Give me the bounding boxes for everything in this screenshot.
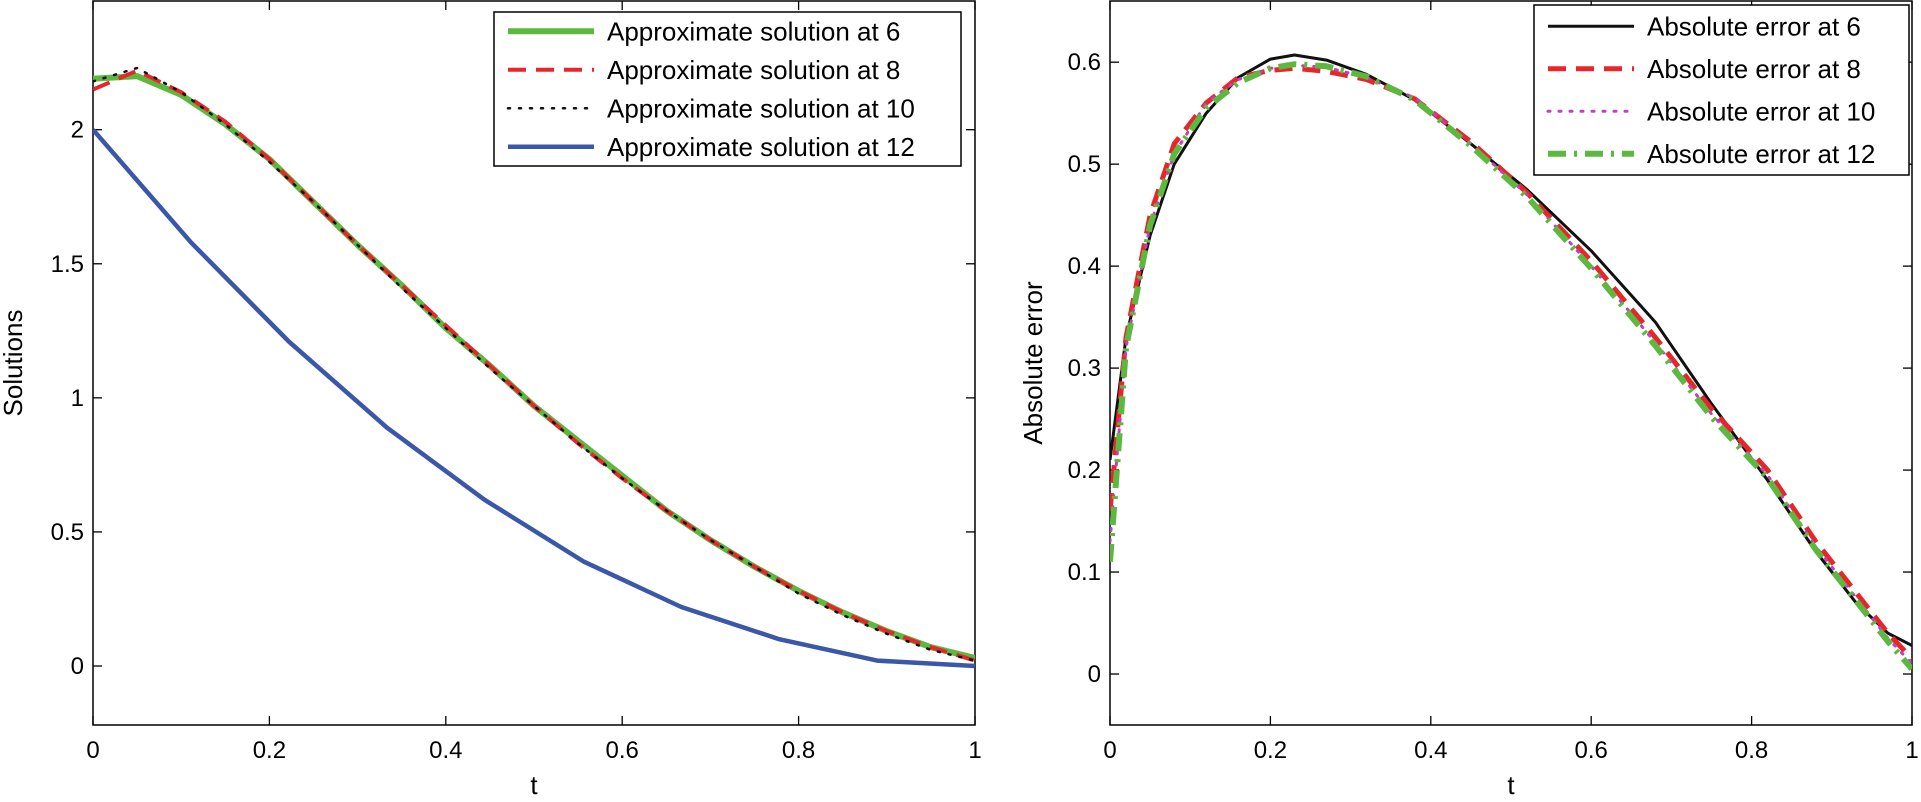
y-tick-label: 0 — [1088, 661, 1101, 688]
y-tick-label: 0.1 — [1068, 559, 1101, 586]
x-tick-label: 0.4 — [1414, 737, 1447, 764]
x-tick-label: 1 — [968, 737, 981, 764]
series-line-3 — [93, 66, 975, 662]
series-group — [93, 66, 975, 669]
y-tick-label: 1.5 — [51, 251, 84, 278]
y-tick-label: 0.2 — [1068, 457, 1101, 484]
y-tick-label: 1 — [71, 385, 84, 412]
legend-label-2: Approximate solution at 8 — [607, 55, 900, 85]
y-tick-label: 0.5 — [51, 519, 84, 546]
legend-label-3: Absolute error at 10 — [1647, 96, 1875, 126]
y-axis-label: Absolute error — [1018, 281, 1048, 445]
absolute-error-chart: 0 0.2 0.4 0.6 0.8 1 0 0.1 0.2 0.3 0.4 0.5 0.6 t Absolu… — [1018, 0, 1919, 800]
y-tick-label: 0.3 — [1068, 355, 1101, 382]
x-axis-label: t — [530, 770, 538, 800]
x-tick-label: 0.6 — [606, 737, 639, 764]
legend-label-1: Approximate solution at 6 — [607, 16, 900, 46]
plot-frame — [92, 0, 976, 726]
plot-frame — [1109, 0, 1913, 726]
series-line-2 — [1110, 65, 1912, 661]
legend-box — [493, 11, 962, 167]
legend: Absolute error at 6 Absolute error at 8 Ab… — [1533, 4, 1910, 176]
legend: Approximate solution at 6 Approximate sol… — [493, 11, 962, 167]
legend-label-4: Absolute error at 12 — [1647, 139, 1875, 169]
x-tick-label: 0 — [86, 737, 99, 764]
legend-label-2: Absolute error at 8 — [1647, 54, 1861, 84]
legend-label-1: Absolute error at 6 — [1647, 11, 1861, 41]
y-tick-label: 2 — [71, 117, 84, 144]
y-tick-label: 0.4 — [1068, 253, 1101, 280]
x-tick-label: 0.4 — [429, 737, 462, 764]
legend-label-4: Approximate solution at 12 — [607, 132, 915, 162]
x-axis-label: t — [1507, 770, 1515, 800]
series-line-4 — [1110, 61, 1912, 671]
legend-box — [1533, 4, 1910, 176]
legend-label-3: Approximate solution at 10 — [607, 93, 915, 123]
x-tick-label: 0.8 — [782, 737, 815, 764]
x-tick-label: 0.2 — [1254, 737, 1287, 764]
series-line-4 — [93, 128, 975, 669]
x-tick-label: 0.6 — [1575, 737, 1608, 764]
series-line-2 — [93, 68, 975, 663]
series-group — [1110, 53, 1912, 671]
x-tick-label: 1 — [1905, 737, 1918, 764]
solutions-chart: 0 0.2 0.4 0.6 0.8 1 0 0.5 1 1.5 2 t Solutions Approxi… — [0, 0, 982, 800]
y-tick-label: 0 — [71, 653, 84, 680]
x-tick-label: 0.2 — [253, 737, 286, 764]
y-tick-label: 0.5 — [1068, 151, 1101, 178]
x-tick-label: 0.8 — [1735, 737, 1768, 764]
y-axis-label: Solutions — [0, 310, 28, 417]
x-tick-label: 0 — [1103, 737, 1116, 764]
y-tick-label: 0.6 — [1068, 49, 1101, 76]
